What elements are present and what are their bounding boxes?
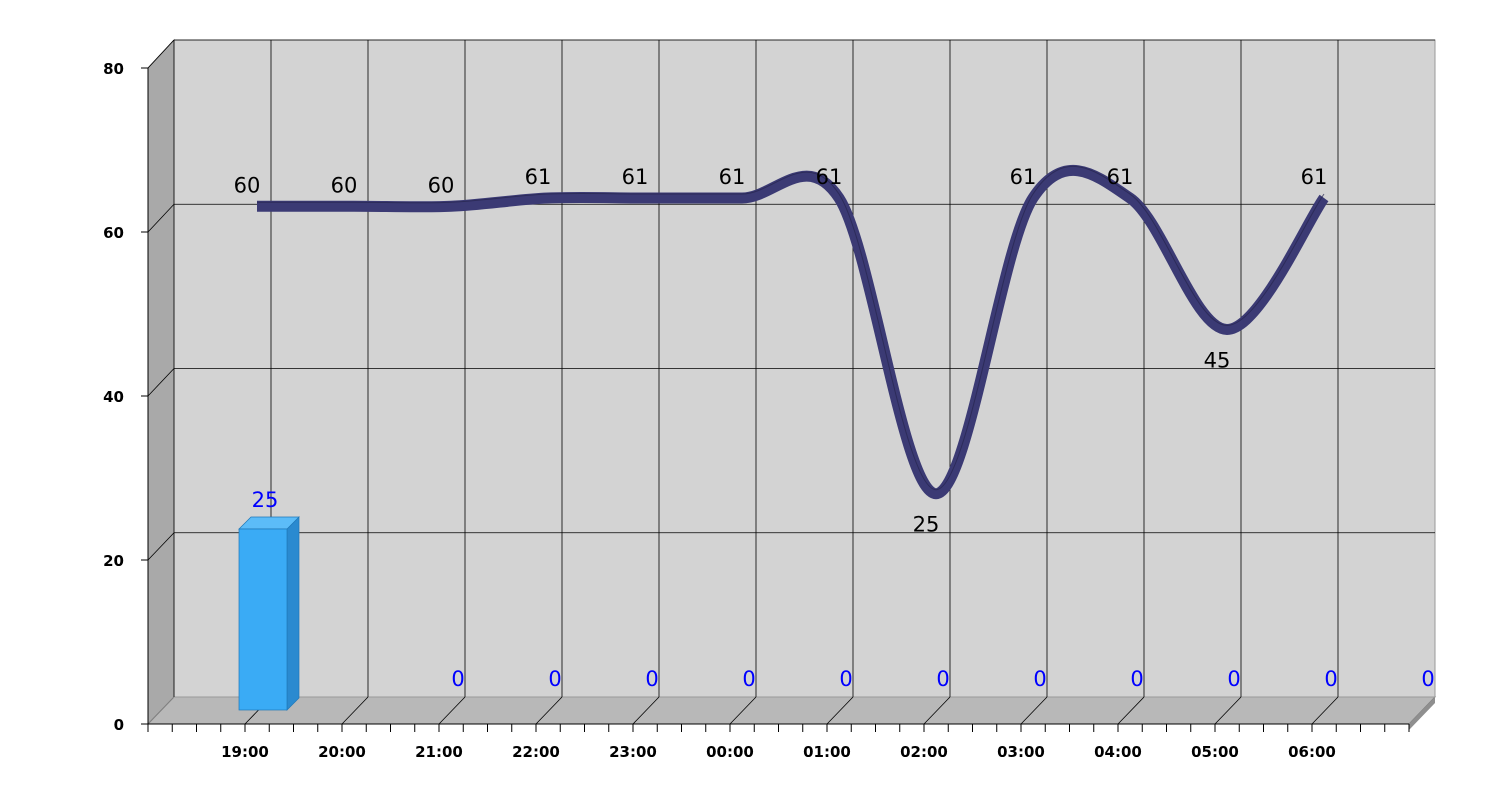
- bar-data-label: 0: [1033, 667, 1046, 691]
- gridlines: [147, 39, 1435, 725]
- y-tick-label: 60: [103, 224, 124, 242]
- x-tick-label: 20:00: [318, 743, 366, 761]
- y-axis: 0 20 40 60 80: [103, 60, 149, 734]
- plot-floor: [146, 696, 1437, 725]
- bar-data-label: 0: [742, 667, 755, 691]
- bar-data-label: 0: [451, 667, 464, 691]
- line-data-label: 61: [622, 165, 649, 189]
- line-data-label: 45: [1204, 348, 1231, 372]
- line-data-label: 61: [525, 165, 552, 189]
- floor-gridline: [1311, 696, 1339, 725]
- floor-gridline: [1117, 696, 1145, 725]
- x-tick-label: 01:00: [803, 743, 851, 761]
- floor-gridline: [341, 696, 369, 725]
- x-axis: 19:00 20:00 21:00 22:00 23:00 00:00 01:00 02:00…: [147, 723, 1410, 761]
- wall-gridline: [147, 368, 175, 397]
- x-tick-label: 06:00: [1288, 743, 1336, 761]
- floor-gridline: [923, 696, 951, 725]
- data-labels: 25 0 0 0 0 0 0 0 0 0 0 0 60 60 60 61 61 61 61 25 61 61 45 61: [234, 165, 1435, 691]
- line-ribbon-top-edge: [257, 165, 1325, 491]
- plot-floor-front-edge: [1409, 697, 1435, 730]
- y-tick-label: 0: [114, 716, 124, 734]
- wall-gridline: [147, 532, 175, 561]
- x-tick-label: 22:00: [512, 743, 560, 761]
- floor-gridline: [729, 696, 757, 725]
- wall-gridline: [147, 203, 175, 233]
- bar-series: [238, 516, 300, 711]
- bar-data-label: 0: [645, 667, 658, 691]
- bar-data-label: 0: [1130, 667, 1143, 691]
- x-tick-label: 02:00: [900, 743, 948, 761]
- line-data-label: 61: [1010, 165, 1037, 189]
- bar-data-label: 0: [1324, 667, 1337, 691]
- bar-data-label: 0: [548, 667, 561, 691]
- line-series: [257, 164, 1329, 500]
- bar-data-label: 25: [252, 488, 279, 512]
- y-tick-label: 40: [103, 388, 124, 406]
- y-tick-label: 20: [103, 552, 124, 570]
- x-tick-label: 04:00: [1094, 743, 1142, 761]
- wall-gridline: [147, 39, 175, 69]
- line-data-label: 25: [913, 513, 940, 537]
- floor-gridline: [1214, 696, 1242, 725]
- line-ribbon: [257, 164, 1329, 500]
- bar-side: [286, 516, 300, 711]
- floor-gridline: [632, 696, 660, 725]
- y-tick-label: 80: [103, 60, 124, 78]
- bar-data-label: 0: [1227, 667, 1240, 691]
- line-data-label: 61: [1301, 165, 1328, 189]
- line-data-label: 61: [1107, 165, 1134, 189]
- x-tick-label: 05:00: [1191, 743, 1239, 761]
- floor-gridline: [1020, 696, 1048, 725]
- x-tick-label: 19:00: [221, 743, 269, 761]
- floor-gridline: [535, 696, 563, 725]
- line-data-label: 61: [816, 165, 843, 189]
- bar-data-label: 0: [1421, 667, 1434, 691]
- x-tick-label: 23:00: [609, 743, 657, 761]
- line-data-label: 60: [234, 173, 261, 197]
- x-tick-label: 21:00: [415, 743, 463, 761]
- line-data-label: 60: [331, 173, 358, 197]
- x-tick-label: 00:00: [706, 743, 754, 761]
- floor-gridline: [826, 696, 854, 725]
- bar: [238, 528, 288, 711]
- bar-data-label: 0: [936, 667, 949, 691]
- line-data-label: 61: [719, 165, 746, 189]
- floor-gridline: [438, 696, 466, 725]
- bar-data-label: 0: [839, 667, 852, 691]
- line-data-label: 60: [428, 173, 455, 197]
- x-tick-label: 03:00: [997, 743, 1045, 761]
